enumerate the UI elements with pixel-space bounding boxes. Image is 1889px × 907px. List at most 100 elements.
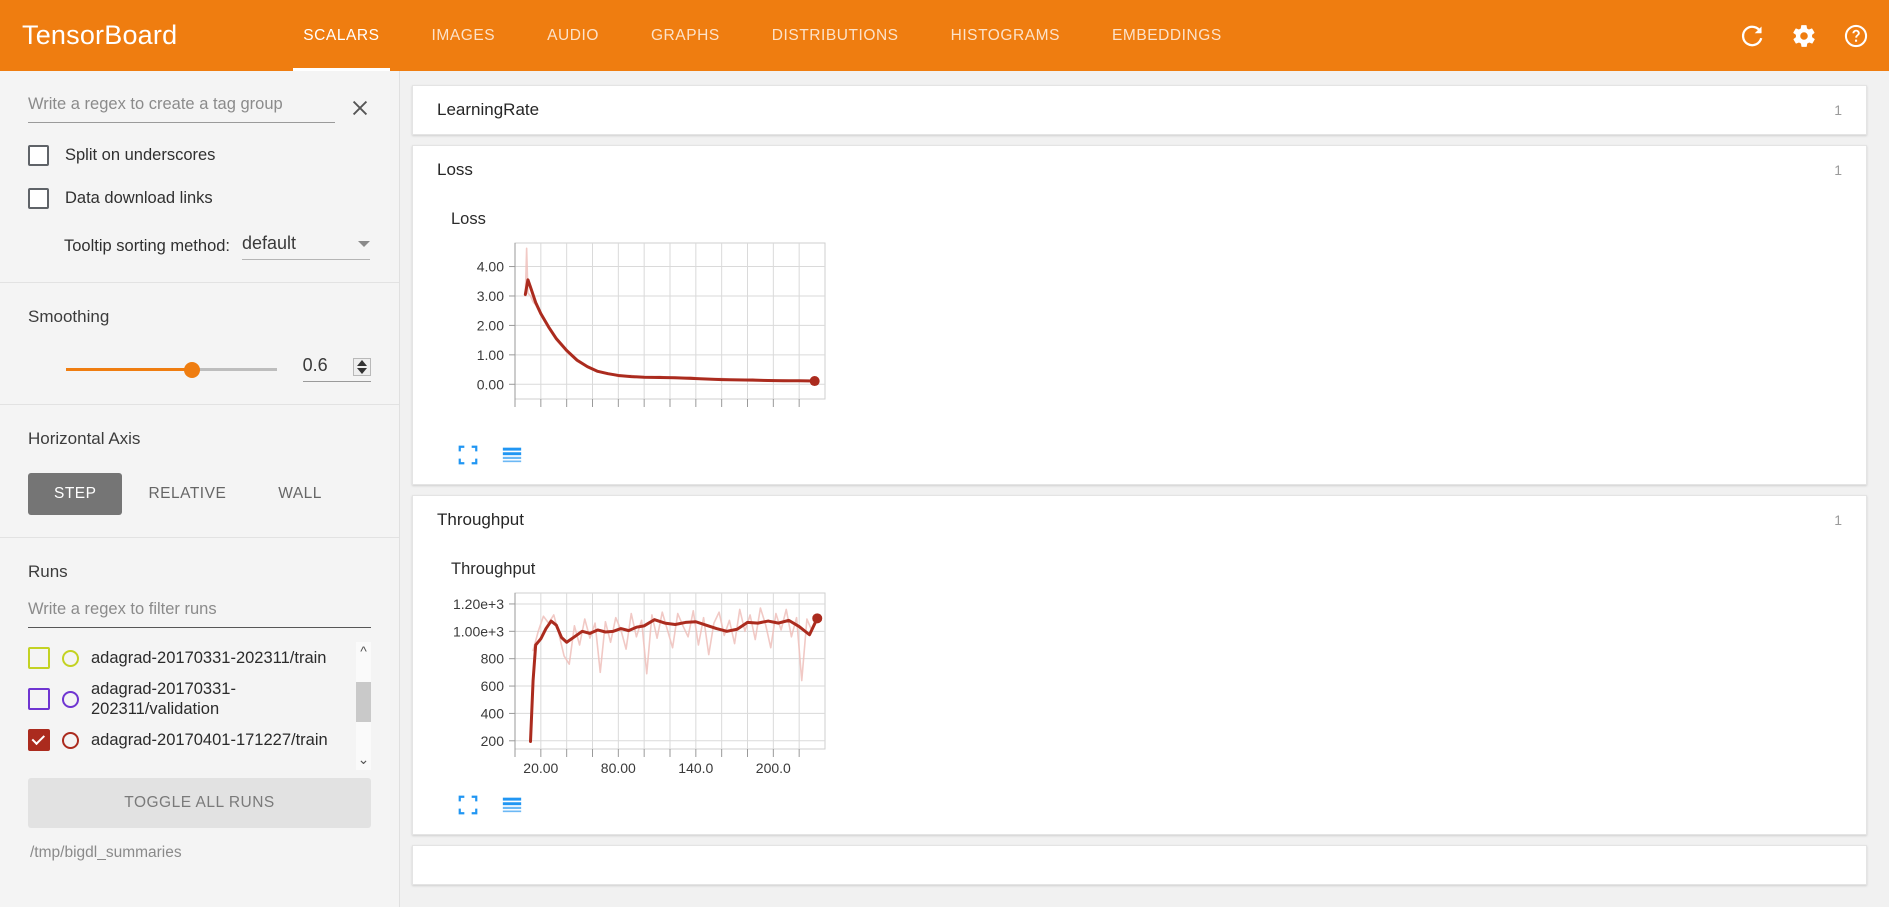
tab-distributions[interactable]: DISTRIBUTIONS [746, 0, 925, 71]
tooltip-sorting-value: default [242, 233, 297, 253]
data-series-line [523, 278, 817, 383]
run-color-circle [62, 690, 79, 708]
runs-filter-input[interactable] [28, 600, 371, 628]
checkbox-label: Data download links [65, 189, 213, 207]
chart-actions [457, 794, 1842, 816]
data-series-line [532, 607, 813, 682]
smoothing-slider[interactable] [66, 358, 277, 380]
y-tick-label: 200 [481, 733, 505, 749]
card-next [412, 845, 1867, 885]
card-title: LearningRate [437, 100, 540, 119]
split-on-underscores-checkbox[interactable]: Split on underscores [28, 145, 371, 166]
smoothing-stepper[interactable] [353, 358, 371, 376]
runs-list-scrollbar[interactable]: ^ ⌄ [356, 642, 371, 770]
x-tick-label: 140.0 [678, 760, 713, 776]
chevron-down-icon[interactable]: ⌄ [357, 751, 370, 767]
top-app-bar: TensorBoard SCALARS IMAGES AUDIO GRAPHS … [0, 0, 1889, 71]
run-label: adagrad-20170331-202311/validation [91, 680, 236, 719]
refresh-icon[interactable] [1739, 23, 1765, 49]
card-count: 1 [1834, 102, 1842, 118]
run-item[interactable]: adagrad-20170401-171227/train [28, 724, 371, 756]
checkbox-box [28, 188, 49, 209]
loss-chart-svg[interactable]: 0.00 1.00 2.00 3.00 4.00 [437, 233, 857, 433]
x-tick-label: 200.0 [756, 760, 791, 776]
data-download-links-checkbox[interactable]: Data download links [28, 188, 371, 209]
tab-graphs[interactable]: GRAPHS [625, 0, 746, 71]
tab-label: EMBEDDINGS [1112, 26, 1222, 44]
smoothing-title: Smoothing [28, 307, 110, 326]
logdir-path: /tmp/bigdl_summaries [30, 844, 182, 861]
y-tick-label: 4.00 [477, 259, 504, 275]
card-title: Loss [437, 160, 473, 179]
tab-label: DISTRIBUTIONS [771, 26, 899, 44]
tab-embeddings[interactable]: EMBEDDINGS [1086, 0, 1248, 71]
tooltip-sorting-select[interactable]: default [242, 233, 371, 260]
main-nav-tabs: SCALARS IMAGES AUDIO GRAPHS DISTRIBUTION… [277, 0, 1247, 71]
slider-thumb[interactable] [184, 361, 201, 378]
run-checkbox[interactable] [28, 647, 50, 669]
tag-regex-input[interactable] [28, 95, 335, 123]
y-tick-label: 800 [481, 651, 505, 667]
card-header[interactable]: LearningRate 1 [413, 86, 1866, 134]
chart-title: Loss [451, 210, 486, 228]
app-brand: TensorBoard [22, 20, 178, 50]
run-color-circle [62, 731, 79, 749]
series-end-marker [812, 613, 823, 624]
top-bar-actions [1739, 0, 1869, 71]
stepper-down-icon[interactable] [357, 368, 367, 374]
chart-title: Throughput [451, 560, 536, 578]
y-tick-label: 3.00 [477, 288, 504, 304]
card-body: Throughput 200 400 600 800 1.00e+3 1.20e+3 20.… [413, 544, 1866, 834]
sidebar: Split on underscores Data download links… [0, 71, 400, 907]
chevron-down-icon [358, 241, 371, 247]
smoothing-row: 0.6 [28, 355, 371, 382]
axis-button-wall[interactable]: WALL [278, 485, 322, 502]
y-tick-label: 1.00e+3 [453, 623, 504, 639]
run-item[interactable]: adagrad-20170331-202311/validation [28, 674, 371, 724]
card-header[interactable]: Loss 1 [413, 146, 1866, 194]
help-icon[interactable] [1843, 23, 1869, 49]
loss-chart[interactable]: 0.00 1.00 2.00 3.00 4.00 [437, 233, 1842, 438]
axis-button-step[interactable]: STEP [28, 473, 123, 515]
tab-images[interactable]: IMAGES [406, 0, 522, 71]
close-icon[interactable] [349, 97, 371, 119]
run-checkbox[interactable] [28, 688, 50, 711]
run-label: adagrad-20170331-202311/train [91, 648, 327, 667]
expand-chart-icon[interactable] [457, 794, 479, 816]
tab-histograms[interactable]: HISTOGRAMS [925, 0, 1086, 71]
tag-group-section: Split on underscores Data download links… [0, 71, 399, 283]
stepper-up-icon[interactable] [357, 360, 367, 366]
horizontal-axis-buttons: STEP RELATIVE WALL [28, 473, 371, 515]
gear-icon[interactable] [1791, 23, 1817, 49]
run-color-circle [62, 649, 79, 667]
tooltip-sorting-label: Tooltip sorting method: [64, 237, 231, 255]
checkbox-box [28, 145, 49, 166]
throughput-chart[interactable]: 200 400 600 800 1.00e+3 1.20e+3 20.00 80.00 140.… [437, 583, 1842, 788]
expand-chart-icon[interactable] [457, 444, 479, 466]
runs-list[interactable]: adagrad-20170331-202311/train adagrad-20… [28, 642, 371, 770]
y-tick-label: 1.00 [477, 347, 504, 363]
chevron-up-icon[interactable]: ^ [360, 643, 367, 659]
toggle-all-runs-button[interactable]: TOGGLE ALL RUNS [28, 778, 371, 828]
smoothing-value-field[interactable]: 0.6 [302, 355, 371, 382]
throughput-chart-svg[interactable]: 200 400 600 800 1.00e+3 1.20e+3 20.00 80.00 140.… [437, 583, 857, 783]
tag-regex-row [28, 95, 371, 123]
tab-scalars[interactable]: SCALARS [277, 0, 405, 71]
scrollbar-thumb[interactable] [356, 682, 371, 722]
run-label: adagrad-20170401-171227/train [91, 731, 328, 750]
run-item[interactable]: adagrad-20170331-202311/train [28, 642, 371, 674]
data-series-icon[interactable] [501, 444, 523, 466]
smoothing-value: 0.6 [302, 355, 328, 375]
tab-label: AUDIO [547, 26, 599, 44]
card-header[interactable]: Throughput 1 [413, 496, 1866, 544]
smoothing-section: Smoothing 0.6 [0, 283, 399, 405]
data-series-line [529, 616, 819, 743]
tab-audio[interactable]: AUDIO [521, 0, 625, 71]
x-tick-label: 80.00 [601, 760, 636, 776]
card-body: Loss 0.00 1.00 2.00 3.00 4.00 [413, 194, 1866, 484]
data-series-icon[interactable] [501, 794, 523, 816]
y-tick-label: 2.00 [477, 317, 504, 333]
tooltip-sorting-row: Tooltip sorting method: default [28, 233, 371, 260]
run-checkbox[interactable] [28, 729, 50, 752]
axis-button-relative[interactable]: RELATIVE [148, 485, 227, 502]
